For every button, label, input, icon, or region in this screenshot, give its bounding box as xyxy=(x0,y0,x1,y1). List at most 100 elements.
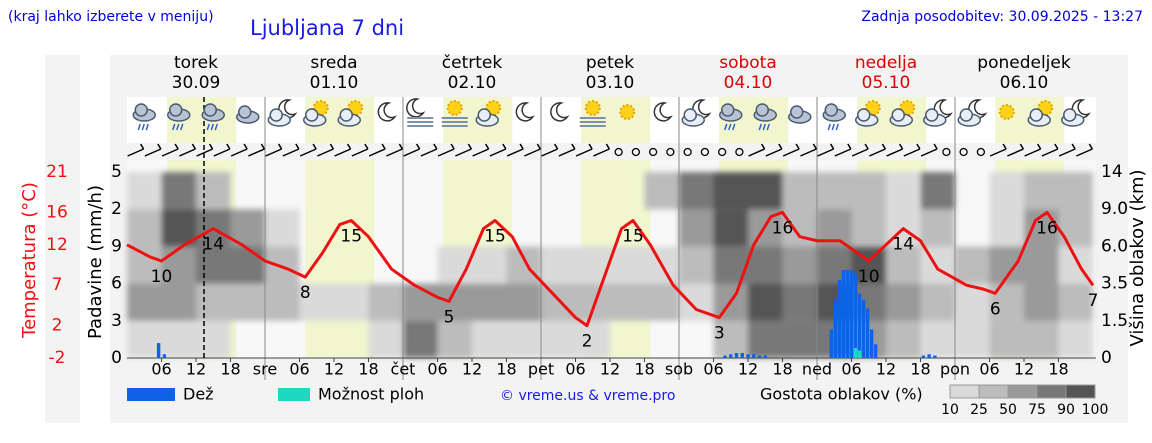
x-tick-label: 06 xyxy=(289,360,309,379)
cloud-cell xyxy=(1024,283,1059,321)
cloud-cell xyxy=(679,246,714,284)
wind-barb xyxy=(920,148,938,157)
wind-barb xyxy=(506,148,524,157)
temp-tick-label: 7 xyxy=(52,275,63,295)
wind-barb xyxy=(329,143,335,150)
wind-barb xyxy=(299,148,317,157)
icon-moon xyxy=(1071,99,1091,119)
x-tick-label: 06 xyxy=(841,360,861,379)
wind-barb xyxy=(351,148,369,157)
wind-barb xyxy=(795,143,800,150)
cloud-cell xyxy=(920,172,955,210)
precip-bar xyxy=(723,355,727,358)
cloud-cell xyxy=(541,283,576,321)
precip-bar xyxy=(757,355,762,358)
wind-barb xyxy=(778,143,783,150)
x-tick-label: 06 xyxy=(427,360,447,379)
wind-barb xyxy=(139,143,145,150)
icon-cloud xyxy=(1029,108,1043,122)
cloud-cell xyxy=(1058,283,1093,321)
cloud-cell xyxy=(782,320,817,358)
wind-barb xyxy=(881,143,887,150)
cloud-cell xyxy=(196,283,231,321)
precip-bar xyxy=(829,329,834,358)
y2-tick-label: 1.5 xyxy=(1101,311,1128,331)
y-tick-label: 3 xyxy=(111,311,122,331)
icon-cloud xyxy=(203,103,217,117)
icon-rain xyxy=(831,123,835,131)
x-tick-label: 18 xyxy=(220,360,240,379)
icon-rain xyxy=(176,123,180,131)
wind-barb xyxy=(277,143,283,150)
wind-barb xyxy=(903,148,921,157)
cloud-cell xyxy=(299,283,334,321)
day-date: 06.10 xyxy=(1000,73,1049,93)
wind-barb xyxy=(144,148,162,157)
cloud-cell xyxy=(196,246,231,284)
cloud-legend-box xyxy=(949,384,980,399)
x-tick-label: 18 xyxy=(910,360,930,379)
cloud-cell xyxy=(886,283,921,321)
cloud-cell xyxy=(575,283,610,321)
title: Ljubljana 7 dni xyxy=(250,16,404,40)
precip-bar xyxy=(845,269,850,358)
cloud-cell xyxy=(713,172,748,210)
wind-barb xyxy=(800,148,817,157)
wind-barb xyxy=(1041,148,1059,157)
wind-barb xyxy=(898,143,904,150)
icon-rain xyxy=(141,123,145,131)
icon-moon xyxy=(515,102,535,122)
wind-barb xyxy=(553,143,559,150)
wind-barb xyxy=(317,148,334,157)
icon-moon xyxy=(968,99,988,119)
temp-tick-label: 16 xyxy=(46,202,68,222)
precip-bar xyxy=(729,354,733,358)
precip-bar xyxy=(921,355,926,358)
wind-barb xyxy=(398,143,404,150)
icon-moon xyxy=(653,102,673,122)
temp-tick-label: 2 xyxy=(52,316,63,336)
wind-barb xyxy=(403,148,420,157)
wind-calm xyxy=(631,147,641,157)
precip-bar xyxy=(849,269,854,358)
icon-rain xyxy=(827,123,831,131)
cloud-legend-box xyxy=(1036,384,1067,399)
temp-label: 3 xyxy=(714,324,725,344)
y2-axis-title: Višina oblakov (km) xyxy=(1127,169,1148,346)
cloud-legend-label: 100 xyxy=(1082,402,1109,418)
y-axis-title: Padavine (mm/h) xyxy=(85,185,106,339)
icon-rain xyxy=(766,123,770,131)
wind-barb xyxy=(1076,148,1093,157)
y-tick-label: 5 xyxy=(111,162,122,182)
wind-barb xyxy=(191,143,197,150)
cloud-cell xyxy=(127,320,162,358)
x-tick-label: 12 xyxy=(600,360,620,379)
updated: Zadnja posodobitev: 30.09.2025 - 13:27 xyxy=(861,9,1143,25)
wind-barb xyxy=(989,148,1007,157)
y-tick-label: 2 xyxy=(111,199,122,219)
cloud-legend-box xyxy=(1065,384,1096,399)
day-date: 04.10 xyxy=(724,73,773,93)
wind-barb xyxy=(243,143,248,150)
cloud-cell xyxy=(989,320,1024,358)
cloud-cell xyxy=(334,283,369,321)
wind-barb xyxy=(1024,148,1041,157)
icon-rain xyxy=(724,123,728,131)
wind-barb xyxy=(415,143,421,150)
precip-bar xyxy=(734,353,739,358)
wind-barb xyxy=(226,143,231,150)
cloud-cell xyxy=(782,172,817,210)
wind-barb xyxy=(334,148,351,157)
y2-tick-label: 0 xyxy=(1101,348,1112,368)
legend-swatch xyxy=(278,388,310,401)
wind-barb xyxy=(312,143,317,150)
wind-barb xyxy=(812,143,818,150)
day-name: nedelja xyxy=(855,53,917,73)
wind-calm xyxy=(959,147,968,157)
icon-cloud xyxy=(790,105,804,119)
wind-barb xyxy=(467,143,473,150)
cloud-cell xyxy=(920,320,955,358)
cloud-cell xyxy=(161,246,196,284)
x-tick-label: 06 xyxy=(703,360,723,379)
wind-calm xyxy=(666,147,675,157)
